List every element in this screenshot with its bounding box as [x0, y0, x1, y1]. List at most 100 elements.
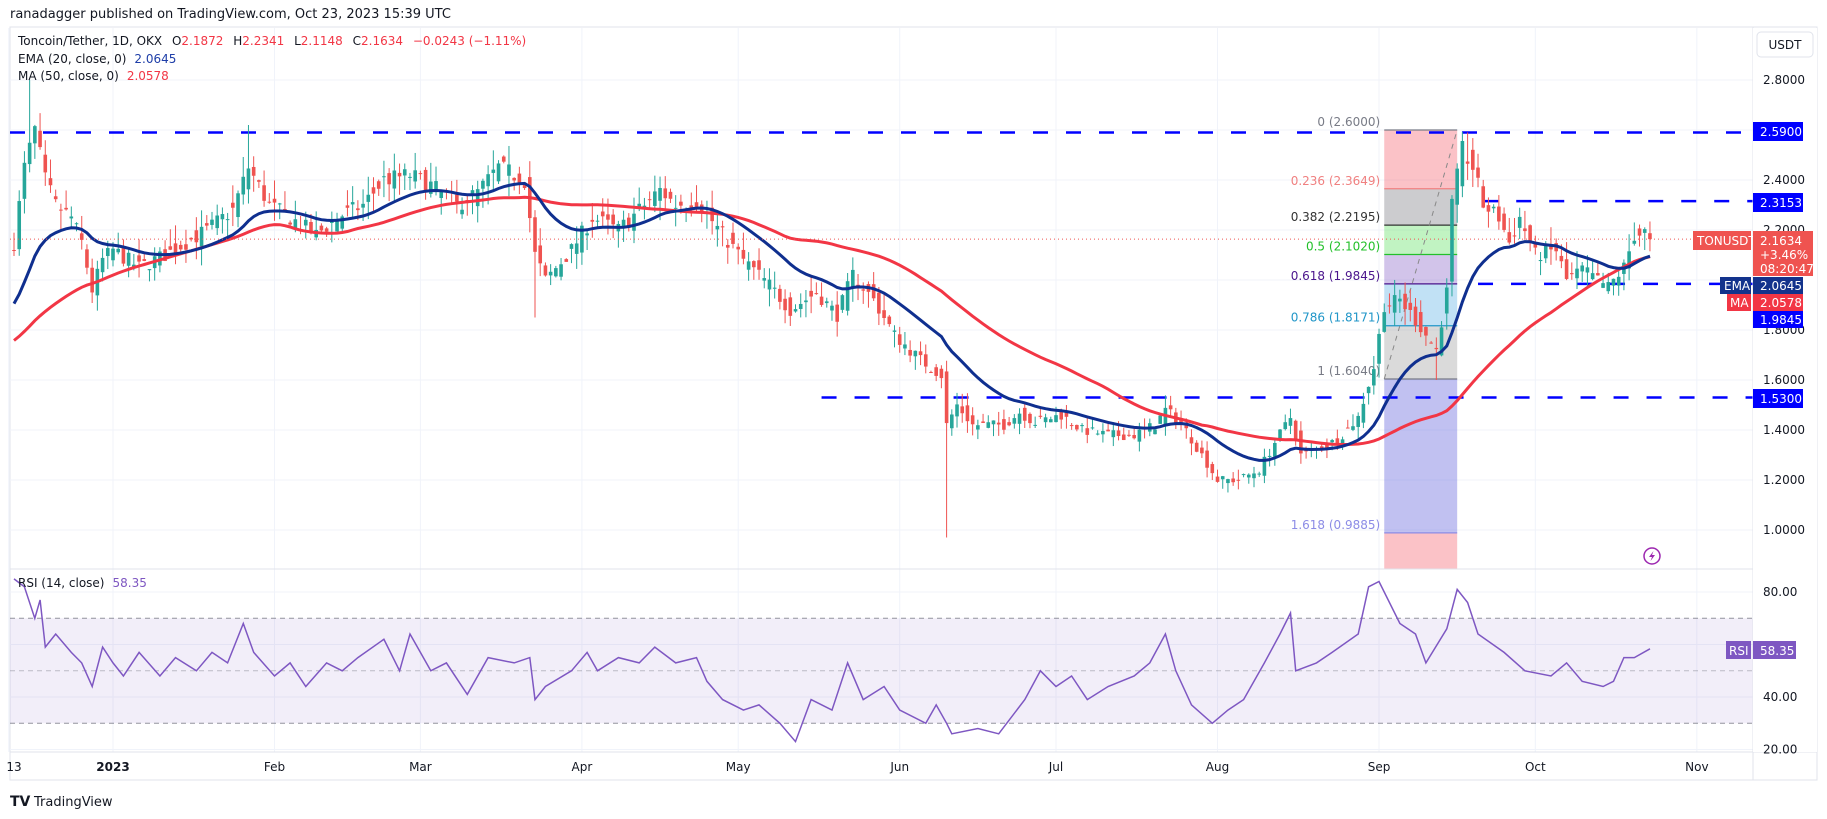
- lightning-icon[interactable]: [1643, 547, 1661, 565]
- tradingview-logo[interactable]: TV TradingView: [10, 794, 113, 810]
- grid: [8, 28, 1753, 752]
- candle-body: [1476, 167, 1480, 178]
- candle-body: [1429, 342, 1433, 344]
- time-label: May: [726, 760, 751, 774]
- candle-body: [1642, 229, 1647, 233]
- candle-body: [220, 214, 225, 220]
- candle-body: [1194, 442, 1199, 452]
- candle-body: [324, 228, 329, 232]
- level-tag-2590: 2.5900: [1760, 125, 1802, 139]
- fib-level-label: 0.618 (1.9845): [1291, 269, 1381, 283]
- candle-body: [1168, 405, 1173, 410]
- time-label: Jun: [889, 760, 909, 774]
- candle-body: [731, 232, 735, 244]
- rsi-band: [10, 617, 1753, 724]
- svg-text:EMA (20, close, 0)2.0645: EMA (20, close, 0) 2.0645: [18, 52, 176, 66]
- candle-body: [178, 244, 183, 250]
- candle-body: [1106, 429, 1110, 432]
- candle-body: [1418, 312, 1423, 333]
- candle-body: [1491, 206, 1496, 209]
- ema-legend-label[interactable]: EMA (20, close, 0): [18, 52, 126, 66]
- candle-body: [1293, 420, 1298, 441]
- candle-body: [1304, 450, 1308, 452]
- candle-body: [882, 310, 886, 318]
- candle-body: [267, 201, 272, 203]
- candle-body: [1080, 425, 1084, 427]
- candle-body: [736, 246, 740, 250]
- candle-body: [481, 180, 485, 189]
- candle-body: [434, 181, 438, 192]
- legend-close-label: C: [353, 34, 361, 48]
- candle-body: [840, 295, 845, 310]
- publish-info: ranadagger published on TradingView.com,…: [10, 7, 451, 22]
- ma50-line: [13, 195, 1651, 446]
- candle-body: [871, 284, 876, 299]
- candle-body: [126, 252, 131, 266]
- candle-body: [559, 264, 563, 277]
- indicator-lines: [10, 181, 1753, 744]
- candle-body: [241, 176, 246, 195]
- candle-body: [934, 367, 938, 376]
- candle-body: [1601, 283, 1605, 288]
- candle-body: [772, 287, 777, 289]
- candle-body: [1210, 464, 1215, 474]
- candle-body: [1502, 213, 1506, 230]
- candle-body: [1611, 278, 1616, 286]
- candle-body: [1523, 228, 1527, 232]
- candle-body: [1012, 418, 1017, 424]
- ma-legend-label[interactable]: MA (50, close, 0): [18, 69, 119, 83]
- rsi-legend-label[interactable]: RSI (14, close): [18, 576, 104, 590]
- candle-body: [272, 198, 277, 203]
- candle-body: [1340, 439, 1345, 445]
- candle-body: [1288, 418, 1293, 426]
- candle-body: [1095, 433, 1100, 435]
- candle-body: [585, 233, 589, 236]
- time-axis[interactable]: 13 2023 Feb Mar Apr May Jun Jul Aug Sep Oct Nov: [6, 760, 1708, 774]
- svg-text:MA (50, close, 0)2.0578: MA (50, close, 0) 2.0578: [18, 69, 169, 83]
- candle-body: [277, 203, 282, 205]
- rsi-band-fill: [10, 618, 1753, 724]
- candle-body: [574, 243, 579, 254]
- candle-body: [215, 215, 219, 229]
- candle-body: [1382, 312, 1387, 332]
- candle-body: [1236, 479, 1241, 481]
- candle-body: [1590, 273, 1595, 280]
- fib-trend-line: [1383, 129, 1458, 380]
- candle-body: [1335, 438, 1340, 446]
- candle-body: [1200, 447, 1204, 454]
- symbol-tag-box: [1693, 231, 1751, 250]
- candle-body: [111, 248, 115, 261]
- candle-body: [637, 203, 642, 207]
- candle-body: [64, 207, 68, 210]
- candle-body: [1356, 415, 1360, 427]
- candle-body: [1325, 442, 1329, 448]
- time-label: Jul: [1048, 760, 1063, 774]
- candle-body: [1486, 205, 1491, 212]
- candle-body: [1267, 455, 1272, 457]
- fib-zone: [1384, 254, 1458, 284]
- candle-body: [778, 288, 782, 302]
- candle-body: [1439, 327, 1444, 356]
- candle-body: [715, 225, 720, 230]
- candle-body: [1017, 413, 1022, 424]
- candle-body: [168, 246, 173, 250]
- candle-body: [1366, 386, 1371, 394]
- candle-body: [814, 293, 819, 295]
- candle-body: [1043, 417, 1048, 423]
- candle-body: [184, 244, 188, 250]
- candle-body: [621, 219, 626, 227]
- candle-body: [257, 180, 261, 182]
- candle-body: [382, 176, 386, 178]
- candle-body: [376, 181, 381, 189]
- candle-body: [668, 191, 673, 199]
- candle-body: [1330, 440, 1334, 443]
- currency-button[interactable]: [1756, 31, 1814, 58]
- candle-body: [960, 406, 965, 414]
- candle-body: [851, 269, 855, 288]
- candle-body: [1022, 407, 1027, 421]
- candle-body: [694, 202, 699, 207]
- candle-body: [335, 218, 339, 232]
- ma-tag: MA: [1730, 296, 1749, 310]
- candle-body: [1533, 243, 1538, 248]
